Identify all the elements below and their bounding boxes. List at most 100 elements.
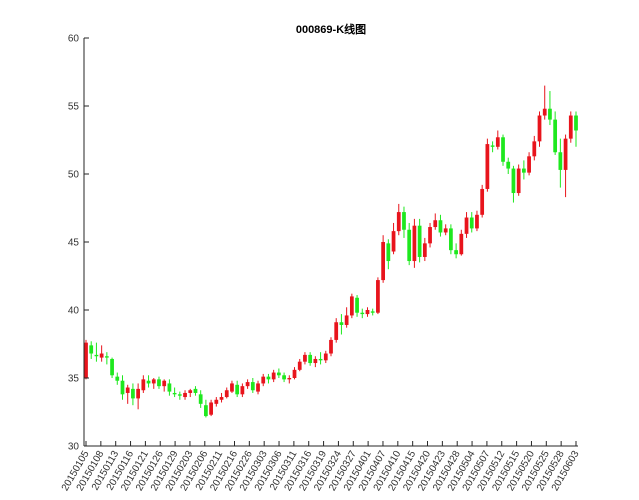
candle [381, 235, 386, 283]
candle [355, 295, 359, 317]
candle [386, 239, 391, 270]
candle-body [219, 397, 224, 400]
candle [245, 379, 250, 389]
candle [224, 387, 229, 399]
candle [506, 157, 511, 174]
candle-body [214, 399, 219, 404]
candle [313, 356, 318, 368]
candle [104, 352, 109, 365]
candle-body [381, 242, 386, 281]
candle-body [490, 145, 495, 147]
candle-body [428, 227, 432, 244]
candle-body [469, 217, 474, 229]
candle [303, 352, 307, 365]
candle-body [558, 152, 563, 170]
candle-body [365, 310, 370, 315]
candle-body [443, 228, 448, 233]
candle-body [516, 168, 521, 194]
candle [511, 165, 516, 203]
candle-body [391, 231, 396, 252]
candle-body [329, 339, 333, 354]
candle-body [370, 311, 375, 313]
candle-body [548, 108, 552, 120]
candle [240, 383, 245, 398]
candle-body [84, 342, 88, 378]
candle-body [276, 372, 281, 376]
candle-body [183, 392, 187, 398]
candle [188, 388, 193, 398]
candle-body [141, 379, 146, 391]
candle-body [402, 212, 406, 230]
candle [318, 352, 323, 365]
candle [360, 308, 365, 319]
candle-body [172, 392, 177, 395]
candle [574, 111, 578, 147]
candle-body [297, 361, 302, 370]
chart-title: 000869-K线图 [296, 22, 366, 36]
candle-body [464, 217, 469, 234]
candle-body [339, 322, 344, 325]
candle-body [209, 402, 213, 415]
candle [490, 141, 495, 153]
candle-body [407, 229, 412, 262]
candle-body [422, 243, 427, 257]
candle-body [204, 405, 208, 417]
candle [266, 373, 271, 384]
candle-body [125, 387, 130, 393]
candle [214, 397, 219, 407]
candle-body [355, 297, 359, 313]
candle [475, 210, 479, 232]
candle [459, 229, 464, 256]
candles-group [84, 85, 578, 418]
candle-body [449, 228, 453, 251]
candle-body [417, 225, 422, 257]
candle-body [480, 188, 485, 215]
candle [365, 307, 370, 317]
candle [141, 375, 146, 393]
candle [177, 391, 182, 400]
candle-body [303, 354, 307, 362]
candle-body [360, 312, 365, 315]
candle [198, 390, 203, 408]
candle-body [527, 156, 531, 173]
candle [417, 218, 422, 263]
candle-body [553, 119, 558, 153]
candle-body [151, 379, 156, 384]
candle [349, 293, 354, 319]
y-tick-label: 40 [68, 306, 80, 317]
candle [84, 339, 88, 380]
candle-body [308, 354, 313, 364]
candle-body [292, 369, 297, 378]
candle [480, 184, 485, 218]
candle-body [271, 372, 276, 380]
candle [537, 111, 542, 147]
candle-body [485, 144, 490, 189]
candle [542, 85, 547, 120]
candle [209, 399, 213, 417]
candle [125, 384, 130, 404]
candle-body [537, 115, 542, 142]
candle [370, 308, 375, 316]
candle [136, 383, 141, 410]
candle-body [563, 138, 568, 170]
candle [329, 337, 333, 357]
candle [271, 369, 276, 383]
candle-body [230, 383, 234, 392]
candle-body [157, 379, 161, 387]
candle [89, 341, 94, 359]
y-tick-label: 55 [68, 102, 80, 113]
candle [339, 314, 344, 335]
candle [563, 134, 568, 198]
candle-body [574, 115, 578, 131]
candle [250, 378, 255, 393]
candle [256, 380, 260, 395]
candle-body [542, 108, 547, 116]
candle-body [256, 383, 260, 392]
candle-body [120, 380, 125, 395]
candle-body [94, 354, 99, 357]
candle [402, 206, 406, 238]
candle-body [104, 356, 109, 358]
candle [308, 352, 313, 366]
candle [282, 372, 286, 383]
